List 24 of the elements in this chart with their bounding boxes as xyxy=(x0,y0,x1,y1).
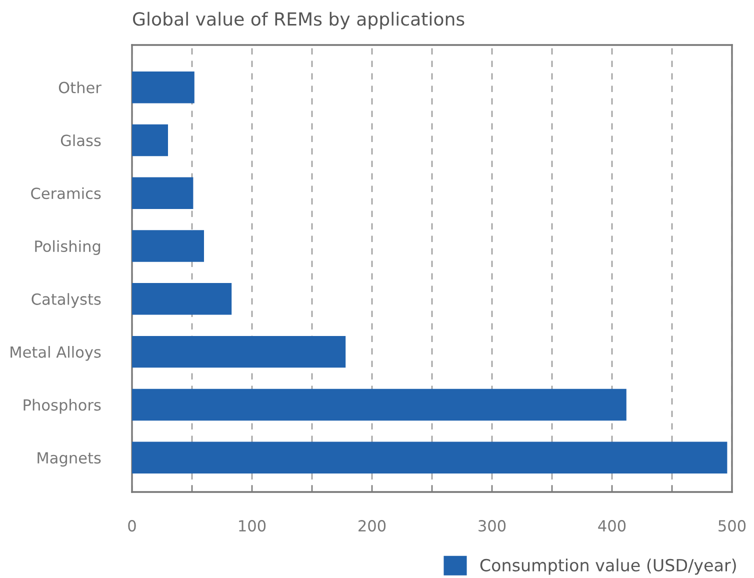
y-tick-label: Other xyxy=(58,82,102,94)
y-tick-label: Ceramics xyxy=(31,187,101,200)
bar xyxy=(132,442,728,474)
y-tick-label: Polishing xyxy=(35,240,100,255)
x-tick-label: 0 xyxy=(128,520,136,532)
bar xyxy=(132,124,168,156)
bar xyxy=(132,283,232,315)
x-tick-label: 400 xyxy=(598,520,626,532)
bar xyxy=(132,336,346,368)
x-tick-label: 300 xyxy=(478,520,506,532)
x-tick-label: 100 xyxy=(239,520,266,532)
y-tick-label: Metal Alloys xyxy=(10,346,101,361)
y-tick-label: Magnets xyxy=(38,452,101,467)
y-tick-label: Phosphors xyxy=(24,398,101,414)
x-tick-label: 500 xyxy=(718,520,746,532)
legend-label: Consumption value (USD/year) xyxy=(480,558,736,575)
bar xyxy=(132,71,194,104)
x-tick-label: 200 xyxy=(358,520,386,532)
y-tick-label: Glass xyxy=(60,134,101,146)
y-tick-label: Catalysts xyxy=(32,293,101,308)
bar xyxy=(132,388,626,421)
chart-title: Global value of REMs by applications xyxy=(133,12,464,30)
bar xyxy=(132,177,194,209)
bar xyxy=(132,230,204,262)
